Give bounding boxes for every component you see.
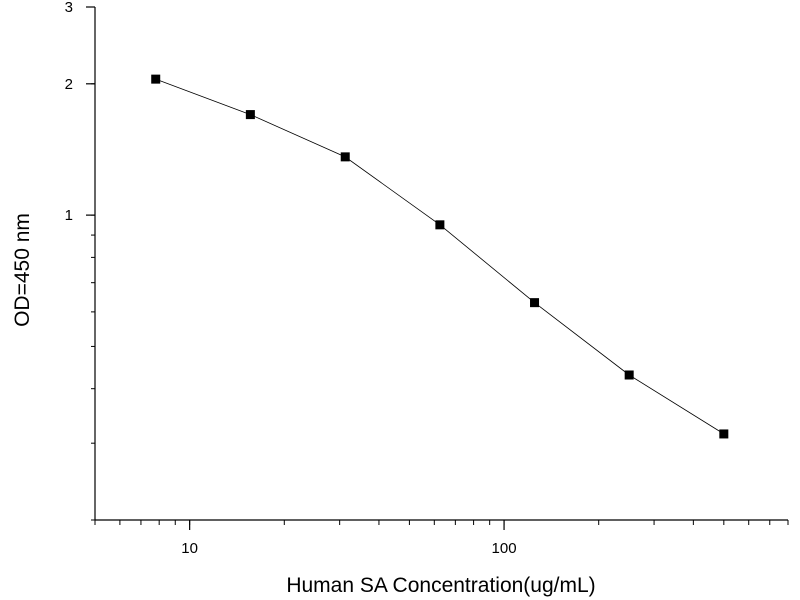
data-point <box>151 74 161 84</box>
tick-labels: 1 2 3 10 100 <box>65 0 517 557</box>
series-line <box>155 78 725 435</box>
x-tick-label: 100 <box>492 540 517 557</box>
y-axis-title: OD=450 nm <box>11 213 34 327</box>
x-axis-title: Human SA Concentration(ug/mL) <box>286 574 595 597</box>
y-tick-label: 2 <box>65 76 73 93</box>
data-point <box>435 220 445 230</box>
data-point <box>719 429 729 439</box>
data-point <box>624 370 634 380</box>
x-tick-label: 10 <box>181 540 198 557</box>
y-tick-label: 1 <box>65 207 73 224</box>
y-ticks <box>86 6 95 521</box>
markers <box>151 74 729 439</box>
axes <box>94 7 788 521</box>
x-ticks <box>94 520 789 530</box>
series-line-path <box>155 78 725 435</box>
data-point <box>530 298 540 308</box>
y-tick-label: 3 <box>65 0 73 16</box>
data-point <box>245 110 255 120</box>
data-point <box>340 152 350 162</box>
